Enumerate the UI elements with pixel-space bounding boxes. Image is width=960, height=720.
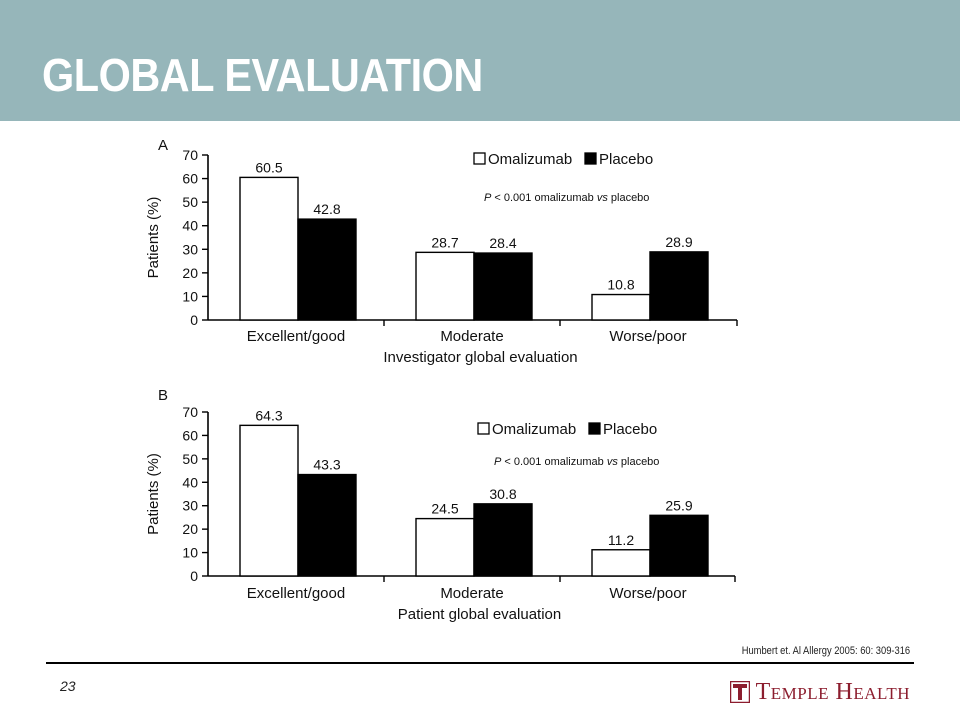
legend-swatch-omalizumab (477, 422, 490, 435)
data-label: 60.5 (255, 159, 282, 175)
y-tick-label: 30 (182, 498, 198, 514)
legend-label: Omalizumab (492, 421, 576, 438)
bar-omalizumab-2 (591, 549, 651, 577)
x-axis-label: Patient global evaluation (398, 606, 561, 623)
data-label: 42.8 (313, 201, 340, 217)
y-tick-label: 70 (182, 404, 198, 420)
bar-omalizumab-0 (239, 424, 299, 577)
annotation-part: vs (607, 456, 619, 468)
data-label: 28.4 (489, 235, 516, 251)
data-label: 25.9 (665, 497, 692, 513)
data-label: 28.9 (665, 234, 692, 250)
y-tick-label: 50 (182, 451, 198, 467)
annotation-part: placebo (618, 456, 660, 468)
y-tick-label: 20 (182, 265, 198, 281)
y-tick-label: 40 (182, 218, 198, 234)
x-axis-label: Investigator global evaluation (383, 349, 577, 366)
chart-panel-a: A 0 10 20 30 40 50 60 70 Patients (%) Excellent/go… (145, 137, 738, 366)
bar-placebo-2 (649, 514, 709, 577)
annotation-part: P (494, 456, 502, 468)
annotation-part: placebo (608, 192, 650, 204)
x-tick-label: Worse/poor (609, 585, 686, 602)
bar-placebo-1 (473, 252, 533, 321)
legend-label: Placebo (599, 151, 653, 168)
data-label: 30.8 (489, 486, 516, 502)
brand: Temple Health (729, 679, 910, 705)
bar-omalizumab-2 (591, 293, 651, 321)
annotation-part: vs (597, 192, 609, 204)
legend-swatch-placebo (584, 152, 597, 165)
y-axis-label: Patients (%) (145, 453, 162, 535)
y-tick-label: 60 (182, 171, 198, 187)
x-tick-label: Worse/poor (609, 328, 686, 345)
data-label: 10.8 (607, 277, 634, 293)
citation: Humbert et. Al Allergy 2005: 60: 309-316 (741, 645, 910, 657)
bar-placebo-0 (297, 473, 357, 577)
x-tick-label: Excellent/good (247, 585, 345, 602)
bar-omalizumab-1 (415, 251, 475, 321)
annotation-part: P (484, 192, 492, 204)
y-tick-label: 10 (182, 545, 198, 561)
page-title: GLOBAL EVALUATION (42, 49, 483, 101)
p-value-annotation: P < 0.001 omalizumab vs placebo (494, 456, 659, 468)
legend-label: Placebo (603, 421, 657, 438)
legend-swatch-placebo (588, 422, 601, 435)
header-band (0, 0, 960, 121)
y-tick-label: 0 (190, 312, 198, 328)
x-tick-label: Moderate (440, 585, 503, 602)
panel-label: B (158, 387, 168, 404)
x-tick-label: Moderate (440, 328, 503, 345)
annotation-part: < 0.001 omalizumab (491, 192, 596, 204)
bar-placebo-2 (649, 251, 709, 321)
y-axis-label: Patients (%) (145, 197, 162, 279)
y-tick-label: 70 (182, 147, 198, 163)
x-tick-label: Excellent/good (247, 328, 345, 345)
page-number: 23 (60, 678, 76, 694)
bar-omalizumab-1 (415, 517, 475, 577)
y-tick-label: 30 (182, 241, 198, 257)
data-label: 43.3 (313, 457, 340, 473)
bar-placebo-1 (473, 503, 533, 577)
data-label: 64.3 (255, 407, 282, 423)
legend-label: Omalizumab (488, 151, 572, 168)
data-label: 24.5 (431, 501, 458, 517)
footer-rule (46, 662, 914, 664)
y-tick-label: 10 (182, 288, 198, 304)
temple-logo-icon (729, 681, 750, 703)
panel-label: A (158, 137, 168, 154)
y-tick-label: 40 (182, 474, 198, 490)
annotation-part: < 0.001 omalizumab (501, 456, 606, 468)
y-tick-label: 20 (182, 521, 198, 537)
legend-swatch-omalizumab (473, 152, 486, 165)
brand-name: Temple Health (755, 679, 910, 705)
bar-placebo-0 (297, 218, 357, 321)
y-tick-label: 0 (190, 568, 198, 584)
data-label: 11.2 (608, 532, 634, 548)
chart-panel-b: B 0 10 20 30 40 50 60 70 Patients (%) Excellent/go… (145, 387, 736, 623)
y-tick-label: 50 (182, 194, 198, 210)
data-label: 28.7 (431, 234, 458, 250)
y-tick-label: 60 (182, 427, 198, 443)
p-value-annotation: P < 0.001 omalizumab vs placebo (484, 192, 649, 204)
bar-omalizumab-0 (239, 176, 299, 321)
